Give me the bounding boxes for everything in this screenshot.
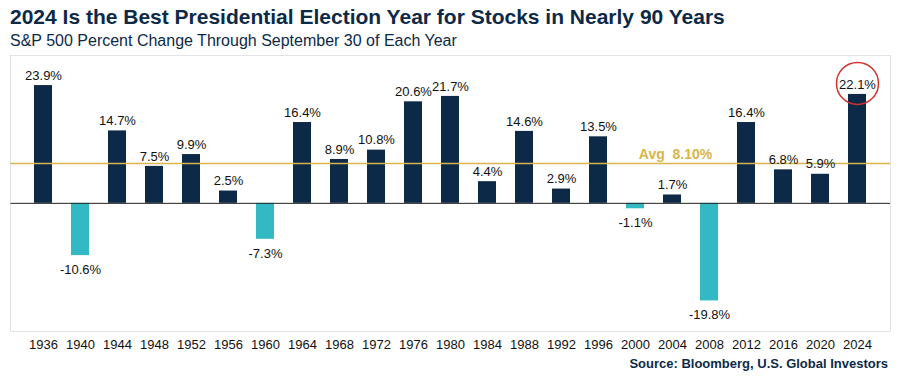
svg-text:2020: 2020: [806, 337, 835, 352]
svg-text:13.5%: 13.5%: [580, 119, 617, 134]
svg-text:7.5%: 7.5%: [140, 149, 170, 164]
svg-text:2004: 2004: [658, 337, 687, 352]
svg-text:2.9%: 2.9%: [547, 171, 577, 186]
svg-text:14.6%: 14.6%: [506, 114, 543, 129]
svg-text:5.9%: 5.9%: [806, 156, 836, 171]
svg-text:14.7%: 14.7%: [99, 113, 136, 128]
svg-text:8.9%: 8.9%: [325, 142, 355, 157]
svg-text:9.9%: 9.9%: [177, 137, 207, 152]
svg-text:1.7%: 1.7%: [658, 177, 688, 192]
svg-text:-19.8%: -19.8%: [689, 307, 731, 322]
html-text:S&P 500 Percent Change Through: S&P 500 Percent Change Through September…: [10, 32, 457, 49]
svg-text:1972: 1972: [362, 337, 391, 352]
svg-text:22.1%: 22.1%: [839, 77, 876, 92]
svg-text:2008: 2008: [695, 337, 724, 352]
svg-text:1988: 1988: [510, 337, 539, 352]
svg-text:-7.3%: -7.3%: [249, 245, 283, 260]
svg-text:1984: 1984: [473, 337, 502, 352]
svg-text:1996: 1996: [584, 337, 613, 352]
svg-text:1964: 1964: [288, 337, 317, 352]
svg-text:2012: 2012: [732, 337, 761, 352]
svg-text:1960: 1960: [251, 337, 280, 352]
svg-text:1992: 1992: [547, 337, 576, 352]
svg-text:2.5%: 2.5%: [214, 173, 244, 188]
svg-text:6.8%: 6.8%: [769, 152, 799, 167]
svg-text:2000: 2000: [621, 337, 650, 352]
svg-text:-1.1%: -1.1%: [619, 215, 653, 230]
svg-text:2016: 2016: [769, 337, 798, 352]
svg-text:21.7%: 21.7%: [432, 79, 469, 94]
svg-text:1968: 1968: [325, 337, 354, 352]
svg-text:1952: 1952: [177, 337, 206, 352]
svg-text:1948: 1948: [140, 337, 169, 352]
html-text:2024 Is the Best Presidential: 2024 Is the Best Presidential Election Y…: [10, 5, 725, 28]
svg-text:1940: 1940: [66, 337, 95, 352]
svg-text:1976: 1976: [399, 337, 428, 352]
svg-text:4.4%: 4.4%: [473, 164, 503, 179]
svg-text:1944: 1944: [103, 337, 132, 352]
svg-text:2024: 2024: [843, 337, 872, 352]
svg-text:Avg 8.10%: Avg 8.10%: [639, 146, 713, 162]
svg-text:1956: 1956: [214, 337, 243, 352]
svg-text:20.6%: 20.6%: [395, 84, 432, 99]
svg-text:23.9%: 23.9%: [25, 68, 62, 83]
svg-text:16.4%: 16.4%: [284, 105, 321, 120]
html-text:Source: Bloomberg, U.S. Global: Source: Bloomberg, U.S. Global Investors: [629, 356, 888, 371]
svg-text:1980: 1980: [436, 337, 465, 352]
svg-text:10.8%: 10.8%: [358, 132, 395, 147]
svg-text:16.4%: 16.4%: [728, 105, 765, 120]
svg-text:1936: 1936: [29, 337, 58, 352]
svg-text:-10.6%: -10.6%: [60, 262, 102, 277]
